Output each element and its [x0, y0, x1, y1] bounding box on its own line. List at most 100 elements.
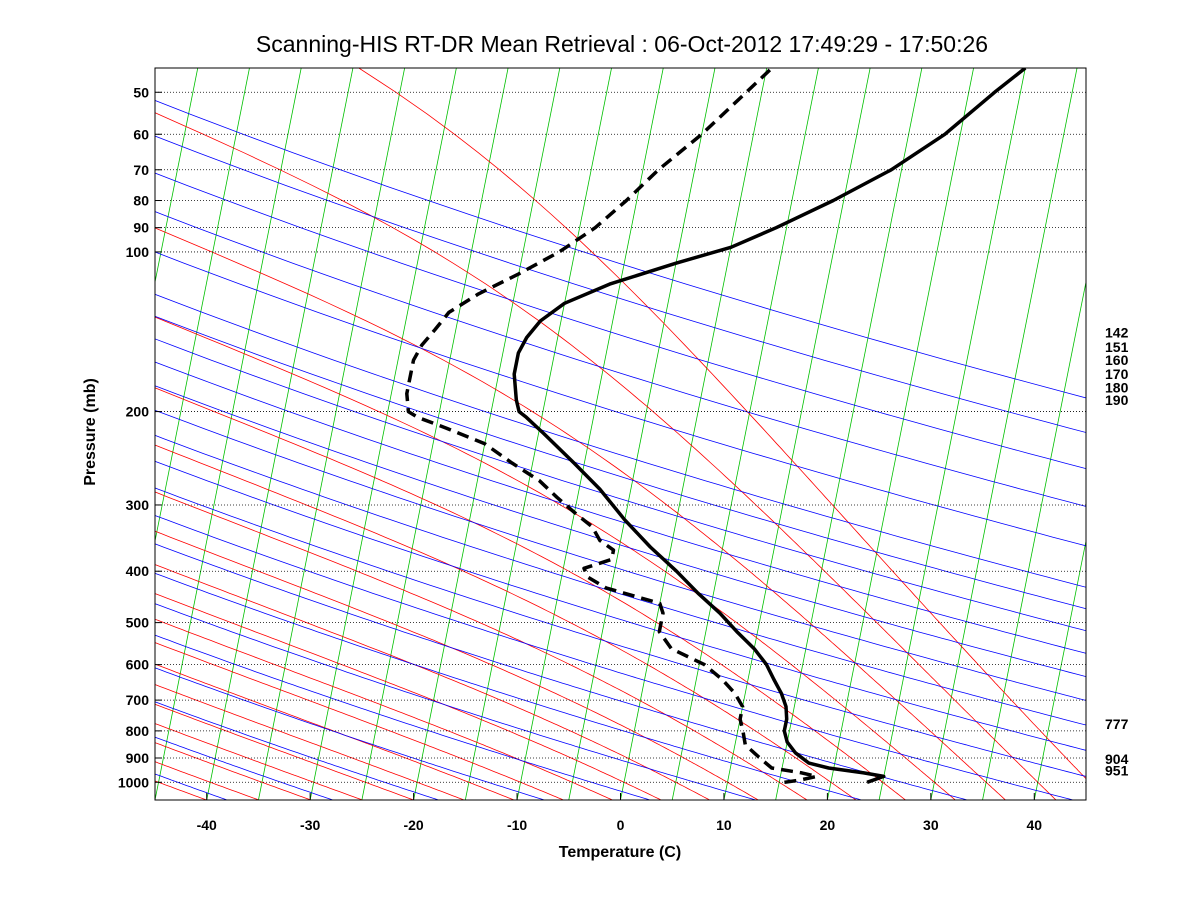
isotherm-line — [155, 68, 250, 544]
y-tick-label: 70 — [133, 162, 149, 178]
dry-adiabat-line — [155, 315, 1086, 610]
right-level-label: 160 — [1105, 352, 1129, 368]
dry-adiabat-line — [155, 135, 1086, 433]
moist-adiabat-line — [155, 530, 759, 800]
x-tick-label: -10 — [507, 817, 527, 833]
dry-adiabat-line — [155, 515, 1074, 800]
dry-adiabat-line — [155, 385, 1086, 678]
isotherm-line — [775, 68, 923, 800]
moist-adiabat-line — [155, 593, 662, 800]
isotherm-line — [0, 68, 94, 800]
y-tick-label: 1000 — [118, 774, 149, 790]
y-tick-label: 700 — [126, 692, 150, 708]
dry-adiabat-line — [155, 460, 1086, 751]
isotherm-line — [464, 68, 612, 800]
isotherm-line — [723, 68, 871, 800]
right-level-label: 180 — [1105, 379, 1129, 395]
sounding-series — [405, 68, 1027, 785]
dry-adiabat-line — [155, 736, 333, 800]
dry-adiabat-line — [155, 100, 1086, 399]
moist-adiabat-line — [155, 642, 564, 800]
moist-adiabat-line — [155, 387, 906, 800]
moist-adiabat-line — [358, 68, 1086, 780]
y-tick-label: 600 — [126, 657, 150, 673]
y-tick-label: 800 — [126, 723, 150, 739]
moist-adiabat-line — [155, 227, 1006, 800]
dry-adiabat-line — [155, 634, 651, 800]
dry-adiabat-line — [155, 543, 968, 800]
background-lines — [0, 68, 1200, 800]
dry-adiabat-line — [155, 701, 439, 800]
right-level-label: 904 — [1105, 751, 1129, 767]
isotherm-line — [206, 68, 354, 800]
isotherm-line — [620, 68, 768, 800]
isotherm-line — [155, 68, 302, 800]
right-level-label: 142 — [1105, 325, 1129, 341]
moist-adiabat-line — [155, 112, 1057, 800]
y-tick-label: 100 — [126, 244, 150, 260]
right-level-label: 151 — [1105, 339, 1129, 355]
dry-adiabat-line — [155, 172, 1086, 470]
dry-adiabat-line — [155, 603, 756, 800]
dry-adiabat-line — [155, 361, 1086, 654]
right-level-label: 170 — [1105, 366, 1129, 382]
isotherm-line — [155, 68, 199, 285]
x-tick-label: 20 — [820, 817, 836, 833]
chart-title: Scanning-HIS RT-DR Mean Retrieval : 06-O… — [256, 31, 988, 57]
isotherm-line — [982, 279, 1086, 800]
isotherm-line — [1033, 538, 1086, 800]
x-tick-label: -30 — [300, 817, 320, 833]
x-tick-label: -40 — [197, 817, 217, 833]
right-level-label: 951 — [1105, 763, 1129, 779]
isotherm-line — [1138, 68, 1200, 800]
right-level-label: 777 — [1105, 716, 1129, 732]
moist-adiabat-line — [155, 723, 363, 800]
isotherm-line — [0, 68, 43, 800]
dry-adiabat-line — [155, 434, 1086, 726]
y-tick-label: 400 — [126, 563, 150, 579]
x-tick-label: 40 — [1026, 817, 1042, 833]
dry-adiabat-line — [155, 211, 1086, 507]
y-tick-label: 60 — [133, 126, 149, 142]
axis-ticks: -40 -30 -20 -10 0 10 20 30 40 1000 900 800 700 600 500… — [118, 84, 1042, 833]
isotherm-line — [309, 68, 457, 800]
y-tick-label: 500 — [126, 615, 150, 631]
moist-adiabat-line — [155, 761, 259, 800]
moist-adiabat-line — [155, 316, 956, 800]
y-tick-label: 90 — [133, 220, 149, 236]
isotherm-line — [930, 68, 1078, 800]
x-tick-label: -20 — [403, 817, 423, 833]
y-tick-label: 300 — [126, 497, 150, 513]
y-tick-label: 50 — [133, 84, 149, 100]
y-tick-label: 80 — [133, 193, 149, 209]
x-tick-label: 30 — [923, 817, 939, 833]
moist-adiabat-line — [155, 491, 808, 800]
y-tick-label: 900 — [126, 750, 150, 766]
y-tick-label: 200 — [126, 404, 150, 420]
isotherm-line — [826, 68, 974, 800]
dry-adiabat-line — [155, 487, 1086, 777]
isotherm-line — [671, 68, 819, 800]
isotherm-line — [878, 68, 1026, 800]
right-level-label: 190 — [1105, 392, 1129, 408]
dry-adiabat-line — [155, 773, 228, 800]
dewpoint-profile-line — [405, 68, 819, 785]
y-axis-label: Pressure (mb) — [82, 378, 99, 486]
x-axis-label: Temperature (C) — [559, 844, 681, 861]
x-tick-label: 0 — [617, 817, 625, 833]
dry-adiabat-line — [155, 667, 545, 800]
isotherm-line — [568, 68, 716, 800]
temperature-profile-line — [512, 68, 1027, 784]
dry-adiabat-line — [155, 338, 1086, 632]
dry-adiabat-line — [155, 251, 1086, 547]
moist-adiabat-line — [155, 564, 710, 800]
isotherm-line — [258, 68, 406, 800]
isotherm-line — [1085, 797, 1086, 800]
dry-adiabat-line — [155, 409, 1086, 701]
moist-adiabat-line — [155, 684, 465, 800]
moist-adiabat-line — [155, 703, 414, 800]
moist-adiabat-line — [155, 742, 311, 800]
dry-adiabat-line — [155, 572, 862, 800]
